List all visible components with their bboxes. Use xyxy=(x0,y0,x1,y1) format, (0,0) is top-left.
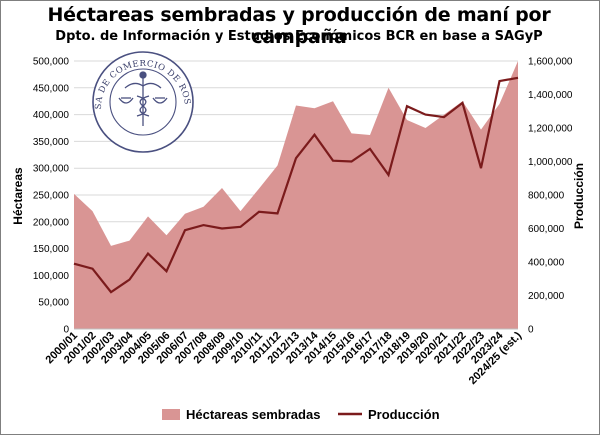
y-tick-label: 300,000 xyxy=(33,164,70,175)
x-axis-ticks: 2000/012001/022002/032003/042004/052005/… xyxy=(44,329,525,387)
y2-tick-label: 200,000 xyxy=(528,291,565,302)
y-axis-ticks: 0 50,000 100,000 150,000 200,000 250,000 300,0… xyxy=(33,57,70,336)
chart-subtitle: Dpto. de Información y Estudios Económic… xyxy=(55,29,543,44)
y2-axis-ticks: 0 200,000 400,000 600,000 800,000 1,000,000 1,… xyxy=(528,57,573,336)
y-tick-label: 450,000 xyxy=(33,83,70,94)
y2-tick-label: 0 xyxy=(528,325,534,336)
y-axis-label: Héctareas xyxy=(11,167,25,225)
legend-swatch-hectareas xyxy=(162,409,180,420)
line-produccion xyxy=(73,76,519,294)
y2-tick-label: 1,200,000 xyxy=(528,124,573,135)
y2-tick-label: 1,600,000 xyxy=(528,57,573,68)
y2-tick-label: 600,000 xyxy=(528,224,565,235)
y2-tick-label: 800,000 xyxy=(528,191,565,202)
y-tick-label: 400,000 xyxy=(33,110,70,121)
y-tick-label: 250,000 xyxy=(33,191,70,202)
y-tick-label: 350,000 xyxy=(33,137,70,148)
legend-label-hectareas: Héctareas sembradas xyxy=(186,407,320,422)
y2-tick-label: 400,000 xyxy=(528,258,565,269)
chart-title: Héctareas sembradas y producción de maní… xyxy=(47,4,551,48)
area-hectareas-sembradas xyxy=(74,61,518,329)
y-tick-label: 0 xyxy=(63,325,69,336)
legend-label-produccion: Producción xyxy=(368,407,440,422)
y-tick-label: 150,000 xyxy=(33,244,70,255)
y-tick-label: 200,000 xyxy=(33,217,70,228)
legend: Héctareas sembradas Producción xyxy=(162,407,440,422)
y2-tick-label: 1,000,000 xyxy=(528,157,573,168)
bcr-seal-logo: BOLSA DE COMERCIO DE ROSARIO xyxy=(92,51,194,153)
caduceus-icon xyxy=(118,71,168,126)
y-tick-label: 50,000 xyxy=(38,298,69,309)
y-tick-label: 100,000 xyxy=(33,271,70,282)
y-tick-label: 500,000 xyxy=(33,57,70,68)
y2-tick-label: 1,400,000 xyxy=(528,90,573,101)
y2-axis-label: Producción xyxy=(572,163,586,229)
